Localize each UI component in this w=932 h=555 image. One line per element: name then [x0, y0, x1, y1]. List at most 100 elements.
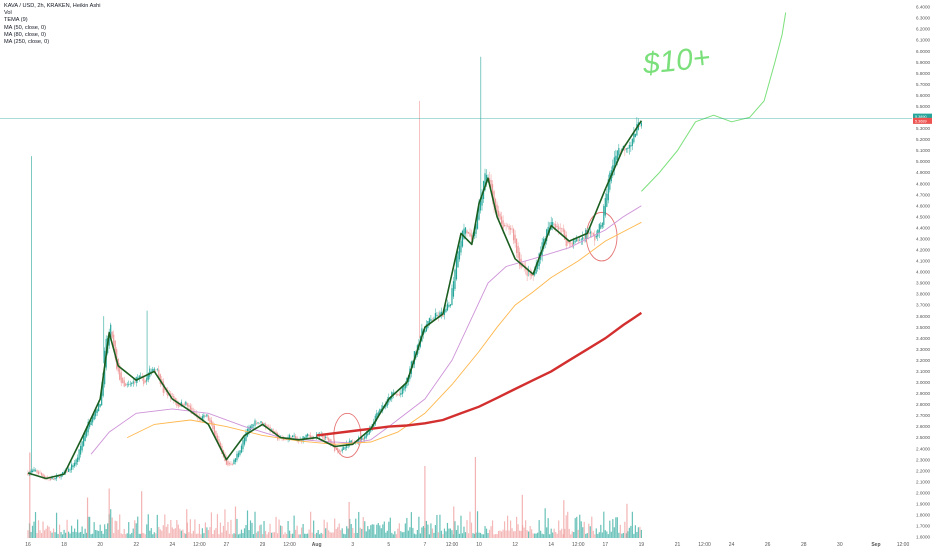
- volume-bar: [60, 532, 62, 538]
- volume-bar: [613, 527, 615, 538]
- volume-bar: [27, 530, 29, 538]
- x-tick-label: 12:00: [572, 542, 585, 548]
- candle-body: [455, 255, 458, 280]
- volume-bar: [516, 516, 518, 538]
- candle-body: [514, 234, 516, 244]
- candle-body: [519, 252, 521, 266]
- candle-body: [266, 425, 268, 428]
- volume-bar: [454, 521, 456, 538]
- candle-body: [356, 441, 358, 443]
- legend-symbol: KAVA / USD, 2h, KRAKEN, Heikin Ashi: [4, 3, 101, 9]
- candle-body: [218, 439, 220, 447]
- y-tick-label: 3.1000: [916, 369, 930, 374]
- candle-body: [188, 404, 190, 407]
- candle-body: [239, 450, 241, 455]
- y-tick-label: 2.1000: [916, 479, 930, 484]
- y-tick-label: 2.2000: [916, 468, 930, 473]
- volume-bar: [627, 531, 629, 538]
- volume-bar: [316, 532, 318, 538]
- volume-bar: [503, 521, 506, 538]
- y-tick-label: 3.2000: [916, 358, 930, 363]
- candle-body: [36, 470, 38, 473]
- volume-bar: [543, 534, 545, 538]
- volume-bar: [445, 531, 447, 538]
- candle-body: [461, 230, 464, 247]
- volume-bar: [637, 527, 639, 538]
- volume-bar: [260, 524, 262, 538]
- volume-bar: [404, 523, 406, 538]
- volume-bar: [246, 510, 249, 538]
- volume-bar: [290, 533, 292, 538]
- candle-body: [588, 233, 590, 235]
- volume-bar: [116, 521, 118, 538]
- volume-bar: [240, 529, 243, 538]
- volume-bar: [616, 517, 618, 538]
- volume-bar: [33, 521, 35, 538]
- candle-body: [293, 435, 295, 437]
- volume-bar: [341, 528, 343, 538]
- candle-body: [49, 478, 52, 480]
- volume-bar: [343, 533, 345, 538]
- volume-bar: [586, 533, 588, 538]
- projection-line: [641, 12, 787, 192]
- volume-bar: [98, 530, 100, 538]
- candle-body: [282, 437, 285, 441]
- y-tick-label: 5.9000: [916, 60, 930, 65]
- volume-bar: [282, 534, 285, 538]
- volume-bar: [221, 532, 223, 538]
- candle-body: [491, 184, 494, 199]
- volume-bar: [185, 533, 187, 538]
- volume-bar: [484, 526, 486, 538]
- volume-bar: [531, 529, 533, 538]
- candle-body: [385, 404, 387, 408]
- volume-bar: [197, 533, 199, 538]
- volume-bar: [74, 528, 76, 538]
- volume-bar: [455, 530, 458, 538]
- candle-body: [40, 473, 43, 476]
- candle-body: [34, 470, 37, 471]
- candle-body: [580, 239, 582, 241]
- volume-bar: [204, 522, 207, 538]
- volume-bar: [110, 509, 112, 538]
- candle-body: [180, 401, 182, 406]
- volume-bar: [618, 532, 620, 538]
- volume-bar: [365, 531, 367, 538]
- candle-body: [227, 460, 229, 466]
- volume-bar: [588, 523, 590, 538]
- y-tick-label: 5.6000: [916, 93, 930, 98]
- volume-bar: [430, 523, 432, 538]
- volume-bar: [67, 531, 70, 538]
- candle-body: [633, 131, 635, 143]
- candle-body: [89, 422, 91, 428]
- candle-body: [535, 264, 537, 274]
- volume-bar: [546, 527, 548, 538]
- volume-bar: [636, 531, 638, 538]
- candle-body: [134, 382, 136, 384]
- volume-bar: [164, 514, 166, 538]
- y-tick-label: 4.0000: [916, 270, 930, 275]
- candle-body: [395, 393, 397, 395]
- volume-bar: [96, 530, 98, 538]
- candle-body: [430, 318, 432, 322]
- volume-bar: [585, 533, 587, 538]
- candle-body: [240, 445, 243, 453]
- candle-body: [449, 304, 452, 306]
- candle-body: [132, 381, 134, 384]
- y-tick-label: 6.3000: [916, 16, 930, 21]
- volume-bar: [433, 532, 435, 538]
- y-tick-label: 1.9000: [916, 501, 930, 506]
- candle-body: [367, 433, 369, 436]
- volume-bar: [556, 533, 558, 538]
- chart-legend: KAVA / USD, 2h, KRAKEN, Heikin Ashi Vol …: [4, 3, 100, 46]
- y-tick-label: 4.6000: [916, 203, 930, 208]
- candle-body: [404, 384, 406, 389]
- candle-body: [33, 469, 35, 472]
- volume-bar: [54, 532, 56, 538]
- volume-bar: [198, 523, 200, 538]
- candle-body: [564, 230, 566, 240]
- candle-body: [547, 226, 549, 236]
- volume-bar: [272, 532, 274, 538]
- y-tick-label: 2.0000: [916, 490, 930, 495]
- volume-bar: [249, 520, 252, 538]
